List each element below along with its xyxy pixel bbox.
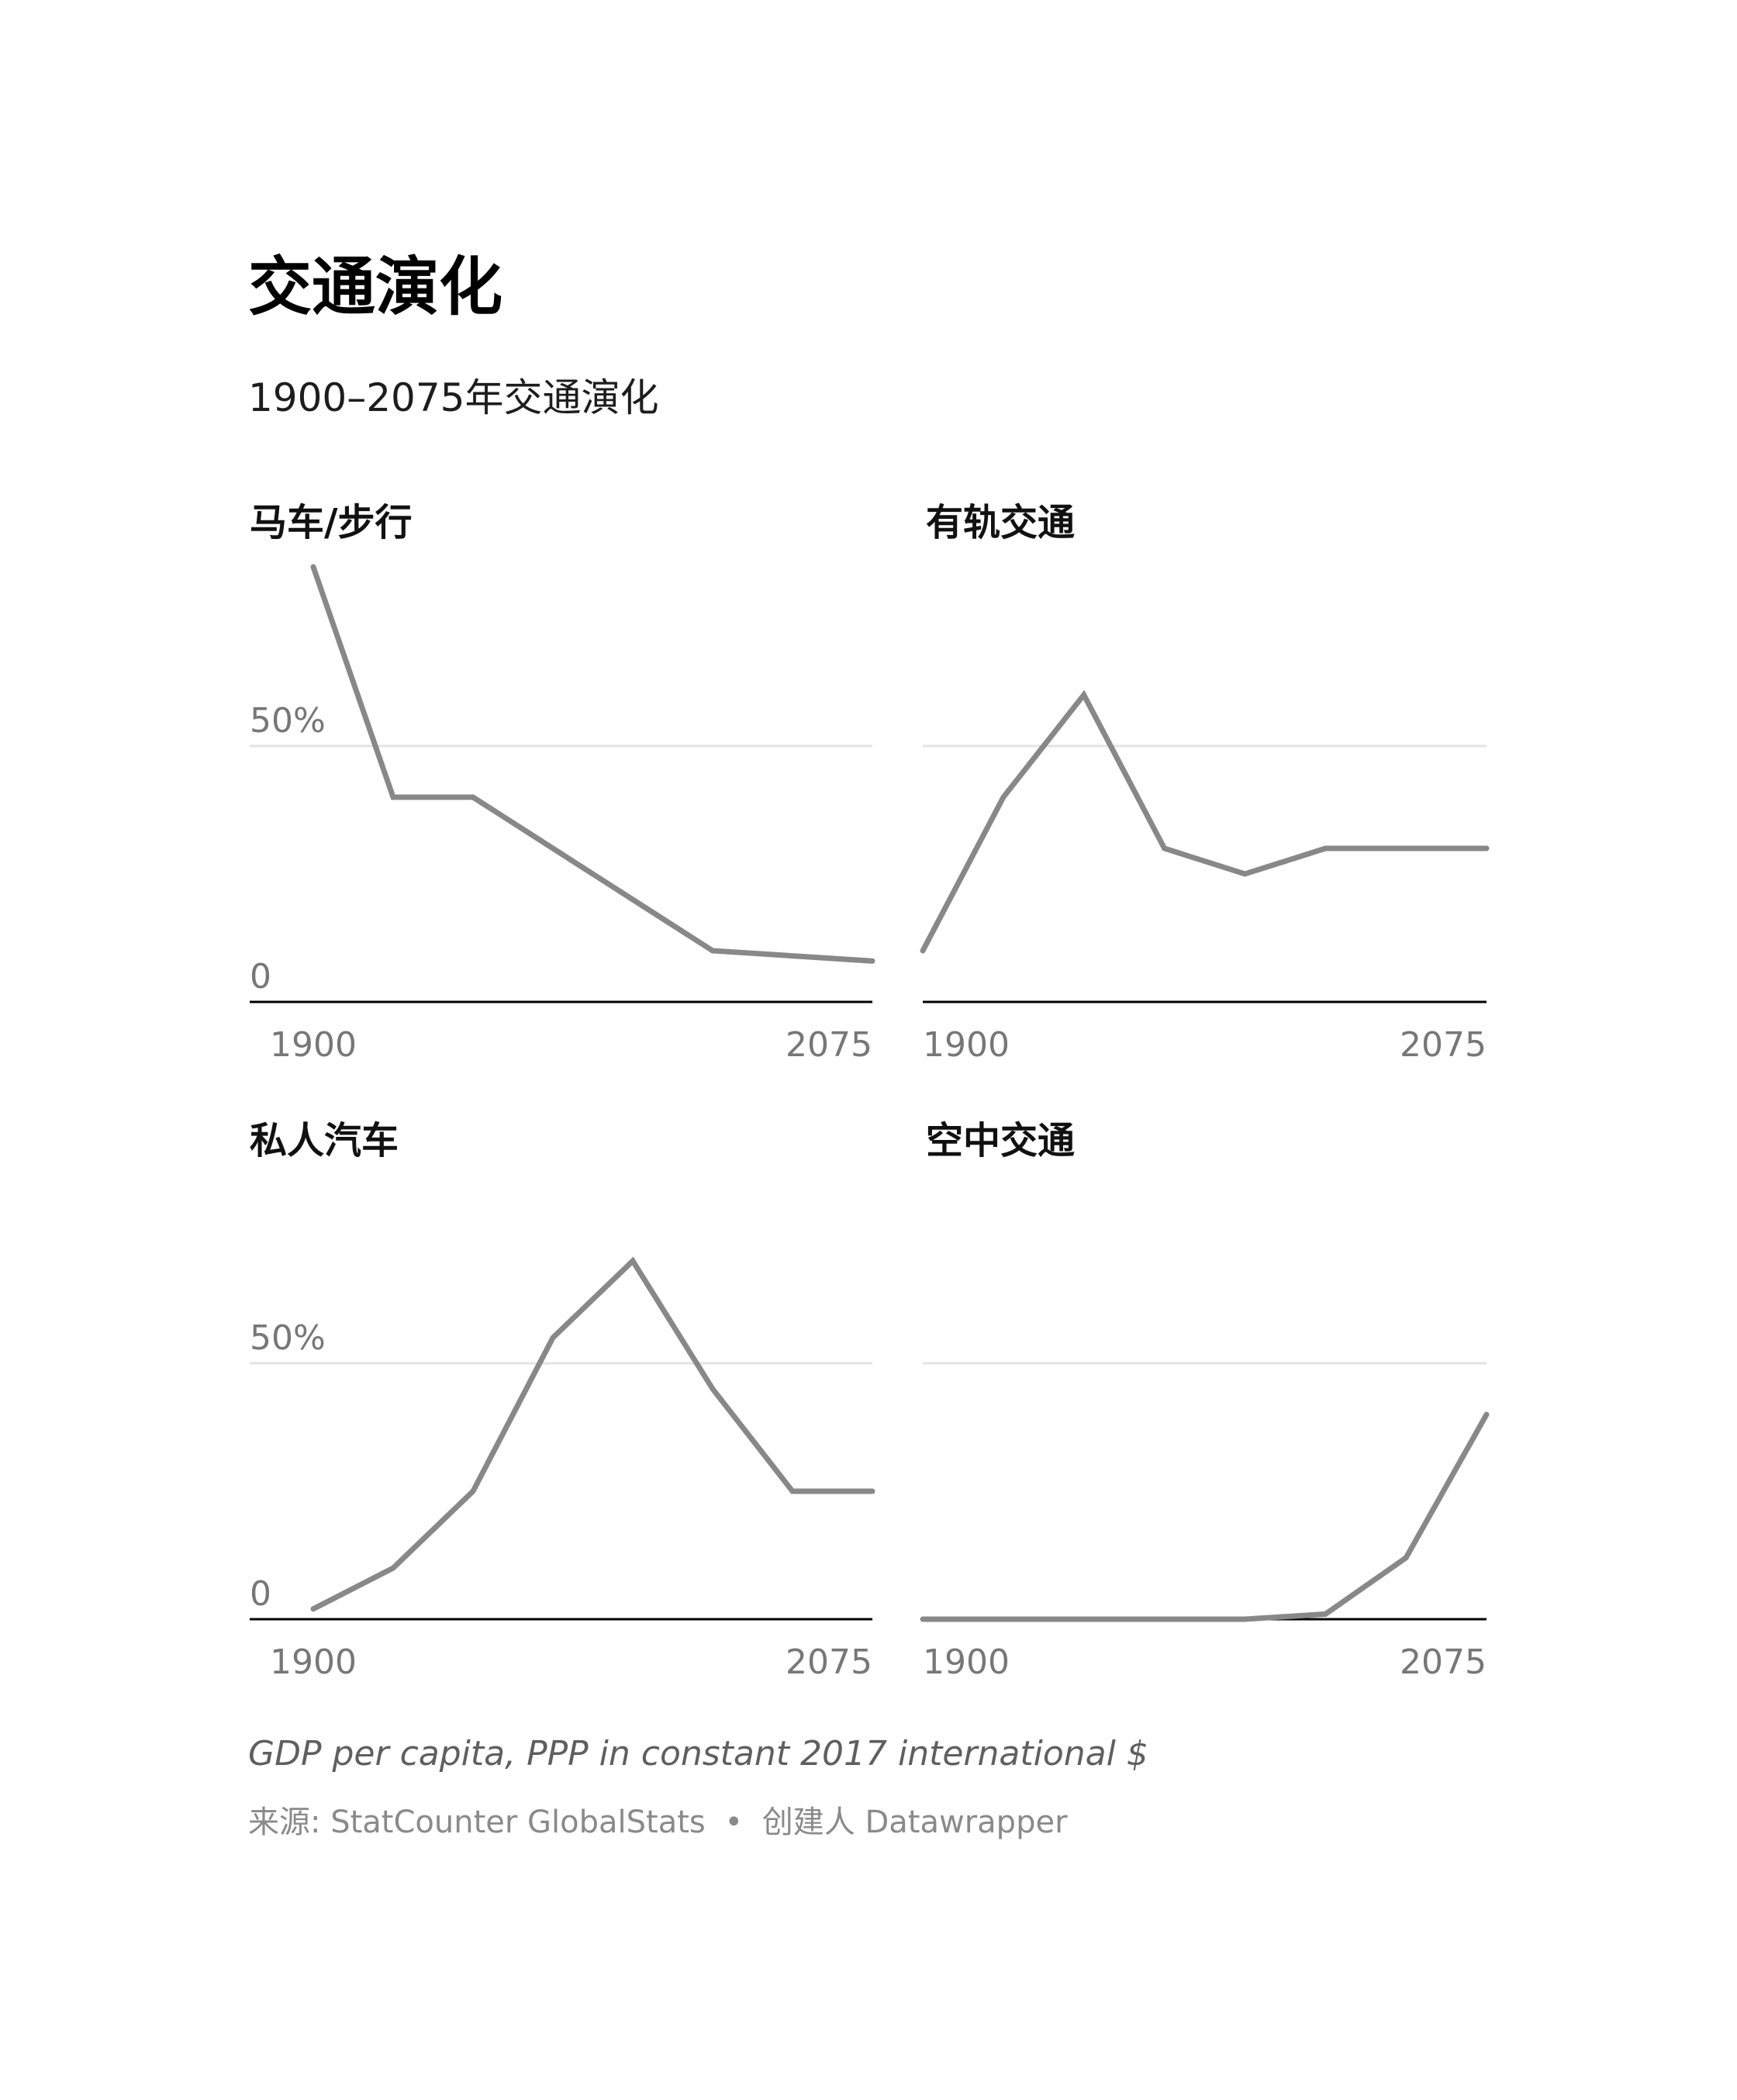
- series-line: [920, 1411, 1490, 1622]
- x-tick-label-start: 1900: [923, 1025, 1010, 1065]
- panel-title-private-car: 私人汽车: [250, 1119, 399, 1162]
- source-line: 来源: StatCounter GlobalStats • 创建人 Datawr…: [248, 1807, 1068, 1838]
- x-tick-label-end: 2075: [786, 1025, 872, 1065]
- source-credit: 创建人 Datawrapper: [761, 1805, 1068, 1840]
- chart-subtitle: 1900–2075年交通演化: [248, 375, 659, 420]
- source-label: 来源:: [248, 1805, 321, 1840]
- chart-notes: GDP per capita, PPP in constant 2017 int…: [248, 1734, 1148, 1774]
- x-tick-label-start: 1900: [923, 1642, 1010, 1682]
- series-line: [920, 689, 1490, 954]
- x-tick-label-start: 1900: [270, 1025, 357, 1065]
- x-tick-label-end: 2075: [1400, 1025, 1487, 1065]
- source-separator: •: [724, 1805, 744, 1840]
- x-tick-label-end: 2075: [786, 1642, 872, 1682]
- x-tick-label-start: 1900: [270, 1642, 357, 1682]
- x-tick-label-end: 2075: [1400, 1642, 1487, 1682]
- panel-title-carriage-walking: 马车/步行: [250, 501, 413, 544]
- y-tick-label-0: 0: [250, 957, 271, 996]
- chart-title: 交通演化: [248, 250, 503, 324]
- y-tick-label-50: 50%: [250, 1318, 326, 1358]
- y-tick-label-0: 0: [250, 1574, 271, 1614]
- panel-title-air: 空中交通: [926, 1119, 1076, 1162]
- panel-title-rail: 有轨交通: [926, 501, 1076, 544]
- series-line: [310, 564, 875, 964]
- y-tick-label-50: 50%: [250, 701, 326, 741]
- source-name: StatCounter GlobalStats: [330, 1805, 706, 1840]
- series-line: [310, 1256, 875, 1612]
